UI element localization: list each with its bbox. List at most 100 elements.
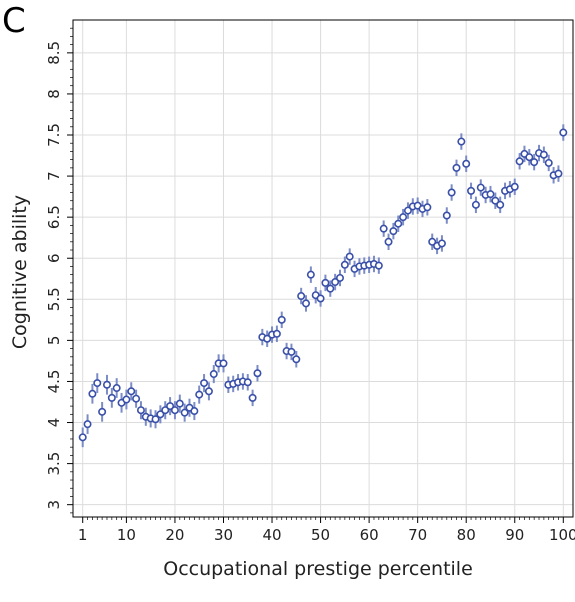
- data-point: [83, 420, 92, 429]
- data-point: [476, 183, 485, 192]
- data-point: [219, 359, 228, 368]
- data-point: [389, 227, 398, 236]
- x-tick-label: 50: [311, 526, 330, 544]
- data-points: [78, 124, 568, 448]
- data-point: [374, 261, 383, 270]
- data-point: [447, 188, 456, 197]
- data-point: [423, 203, 432, 212]
- data-point: [263, 334, 272, 343]
- data-point: [515, 157, 524, 166]
- data-point: [195, 390, 204, 399]
- data-point: [331, 278, 340, 287]
- data-point: [102, 380, 111, 389]
- data-point: [277, 315, 286, 324]
- data-point: [161, 406, 170, 415]
- data-point: [88, 389, 97, 398]
- data-point: [175, 399, 184, 408]
- data-point: [539, 150, 548, 159]
- y-tick-label: 8: [45, 89, 63, 99]
- data-point: [379, 224, 388, 233]
- x-tick-label: 40: [262, 526, 281, 544]
- data-point: [156, 410, 165, 419]
- grid-lines: [73, 20, 573, 517]
- data-point: [98, 407, 107, 416]
- data-point: [248, 393, 257, 402]
- data-point: [272, 329, 281, 338]
- panel-label: C: [2, 1, 26, 41]
- data-point: [345, 252, 354, 261]
- y-tick-label: 7: [45, 171, 63, 181]
- data-point: [554, 169, 563, 178]
- x-tick-label: 90: [505, 526, 524, 544]
- data-point: [107, 393, 116, 402]
- data-point: [544, 158, 553, 167]
- data-point: [190, 407, 199, 416]
- data-point: [510, 182, 519, 191]
- plot-frame: [72, 19, 574, 518]
- data-point: [462, 159, 471, 168]
- data-point: [525, 153, 534, 162]
- data-point: [428, 237, 437, 246]
- y-tick-label: 6.5: [45, 205, 63, 229]
- data-point: [437, 239, 446, 248]
- data-point: [326, 284, 335, 293]
- y-tick-label: 5: [45, 336, 63, 346]
- data-point: [132, 394, 141, 403]
- y-tick-label: 5.5: [45, 287, 63, 311]
- data-point: [253, 369, 262, 378]
- y-tick-label: 7.5: [45, 123, 63, 147]
- y-tick-label: 4: [45, 418, 63, 428]
- data-point: [136, 406, 145, 415]
- data-point: [287, 347, 296, 356]
- x-tick-label: 70: [408, 526, 427, 544]
- axes: 1 10 20 30 40 50 60 70 80 90 100 3 3.5 4 4.5 5 5.5 6 6.5 7 7…: [45, 27, 575, 544]
- data-point: [170, 406, 179, 415]
- data-point: [384, 237, 393, 246]
- y-tick-label: 8.5: [45, 41, 63, 65]
- y-axis-title: Cognitive ability: [9, 195, 31, 349]
- data-point: [496, 200, 505, 209]
- x-tick-label: 60: [360, 526, 379, 544]
- data-point: [306, 270, 315, 279]
- x-tick-label: 30: [214, 526, 233, 544]
- y-tick-label: 3: [45, 500, 63, 510]
- data-point: [122, 395, 131, 404]
- data-point: [491, 196, 500, 205]
- x-tick-label: 80: [457, 526, 476, 544]
- data-point: [112, 384, 121, 393]
- data-point: [457, 137, 466, 146]
- data-point: [399, 213, 408, 222]
- data-point: [530, 158, 539, 167]
- data-point: [297, 292, 306, 301]
- data-point: [471, 200, 480, 209]
- data-point: [321, 278, 330, 287]
- data-point: [93, 379, 102, 388]
- data-point: [166, 402, 175, 411]
- data-point: [467, 186, 476, 195]
- data-point: [243, 378, 252, 387]
- data-point: [127, 387, 136, 396]
- y-tick-label: 4.5: [45, 370, 63, 394]
- x-tick-label: 1: [78, 526, 88, 544]
- data-point: [151, 415, 160, 424]
- data-point: [209, 370, 218, 379]
- data-point: [486, 190, 495, 199]
- x-axis-title: Occupational prestige percentile: [163, 558, 473, 580]
- x-tick-label: 100: [549, 526, 575, 544]
- data-point: [403, 206, 412, 215]
- data-point: [292, 355, 301, 364]
- data-point: [559, 128, 568, 137]
- data-point: [340, 260, 349, 269]
- data-point: [316, 294, 325, 303]
- data-point: [335, 273, 344, 282]
- x-tick-label: 10: [117, 526, 136, 544]
- data-point: [442, 211, 451, 220]
- data-point: [394, 219, 403, 228]
- data-point: [302, 299, 311, 308]
- data-point: [180, 408, 189, 417]
- x-tick-label: 20: [165, 526, 184, 544]
- data-point: [452, 163, 461, 172]
- data-point: [204, 387, 213, 396]
- data-point: [78, 433, 87, 442]
